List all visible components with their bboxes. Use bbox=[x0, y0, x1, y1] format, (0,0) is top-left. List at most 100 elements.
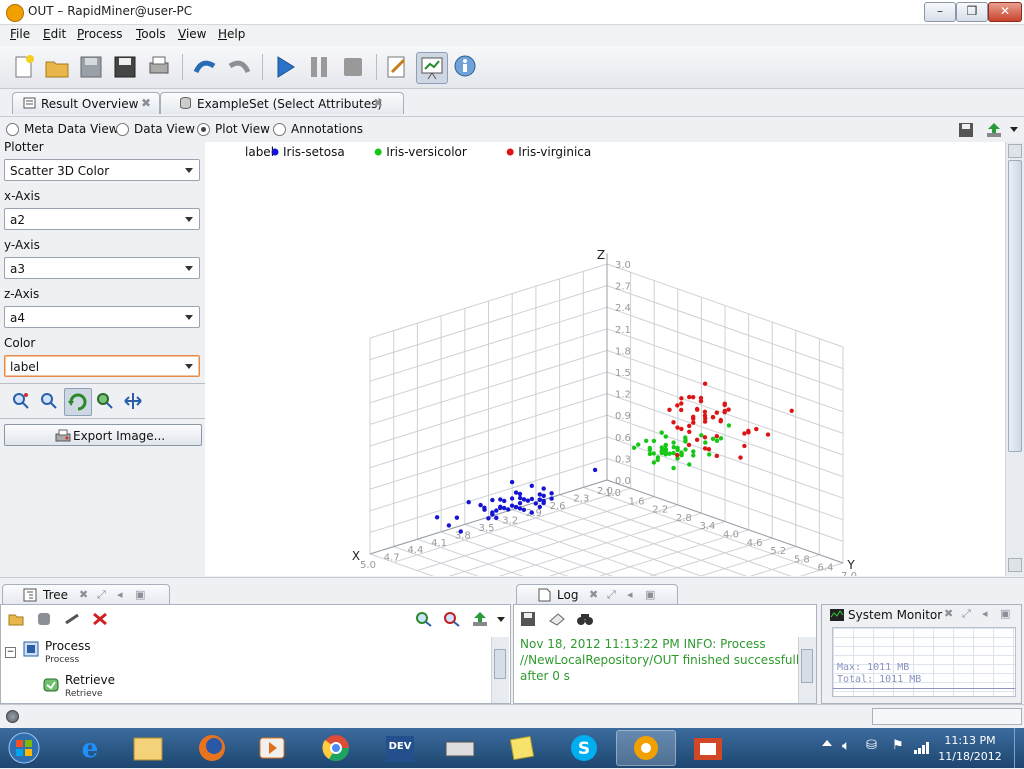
maximize-icon[interactable]: ▣ bbox=[645, 588, 656, 601]
z-axis-select[interactable]: a4 bbox=[4, 306, 200, 328]
sticky-notes-icon[interactable] bbox=[494, 730, 550, 766]
close-icon[interactable]: ✖ bbox=[589, 588, 599, 601]
save-as-icon[interactable] bbox=[110, 52, 140, 82]
run-icon[interactable] bbox=[270, 52, 300, 82]
media-player-icon[interactable] bbox=[244, 730, 300, 766]
clear-log-icon[interactable] bbox=[548, 611, 566, 627]
reset-view-icon[interactable] bbox=[122, 390, 144, 412]
zoom-in-selection-icon[interactable] bbox=[10, 390, 32, 412]
export-icon[interactable] bbox=[471, 611, 489, 627]
tab-exampleset[interactable]: ExampleSet (Select Attributes) ✖ bbox=[160, 92, 404, 114]
plot-area[interactable]: 0.0 0.3 0.6 0.9 1.2 1.5 1.8 2.1 2.4 2.7 3.0 2.0 2.3 2… bbox=[205, 142, 1005, 638]
log-scrollbar[interactable] bbox=[798, 637, 816, 703]
power-icon[interactable]: ⚑ bbox=[892, 738, 904, 753]
menu-process[interactable]: Process bbox=[77, 27, 123, 41]
export-image-button[interactable]: Export Image... bbox=[4, 424, 202, 446]
x-axis-select[interactable]: a2 bbox=[4, 208, 200, 230]
save-icon[interactable] bbox=[76, 52, 106, 82]
export-result-icon[interactable] bbox=[985, 121, 1003, 139]
scatter-3d-chart[interactable]: 0.0 0.3 0.6 0.9 1.2 1.5 1.8 2.1 2.4 2.7 3.0 2.0 2.3 2… bbox=[205, 142, 1005, 638]
delete-icon[interactable] bbox=[91, 611, 109, 627]
y-axis-select[interactable]: a3 bbox=[4, 257, 200, 279]
close-icon[interactable]: ✖ bbox=[79, 588, 89, 601]
tab-log[interactable]: Log ✖ ⤢ ◂ ▣ bbox=[516, 584, 678, 605]
open-icon[interactable] bbox=[42, 52, 72, 82]
zoom-out-icon[interactable] bbox=[443, 611, 461, 627]
minimize-button[interactable]: – bbox=[924, 2, 956, 22]
new-process-icon[interactable] bbox=[8, 52, 38, 82]
tab-close-icon[interactable]: ✖ bbox=[373, 96, 384, 110]
dev-cpp-icon[interactable]: DEV bbox=[372, 730, 428, 766]
file-explorer-icon[interactable] bbox=[120, 730, 176, 766]
color-select[interactable]: label bbox=[4, 355, 200, 377]
rapidminer-taskbar-icon[interactable] bbox=[616, 730, 676, 766]
search-log-icon[interactable] bbox=[576, 611, 594, 627]
maximize-icon[interactable]: ▣ bbox=[135, 588, 146, 601]
scrollbar-thumb[interactable] bbox=[494, 649, 506, 679]
new-folder-icon[interactable] bbox=[7, 611, 25, 627]
save-log-icon[interactable] bbox=[520, 611, 536, 627]
tab-result-overview[interactable]: Result Overview ✖ bbox=[12, 92, 160, 114]
menu-edit[interactable]: Edit bbox=[43, 27, 67, 41]
redo-icon[interactable] bbox=[224, 52, 254, 82]
minimize-icon[interactable]: ◂ bbox=[982, 607, 988, 620]
result-perspective-icon[interactable] bbox=[416, 52, 448, 84]
save-result-icon[interactable] bbox=[957, 121, 975, 139]
volume-icon[interactable]: 🔈︎ bbox=[842, 738, 851, 754]
chevron-down-icon[interactable] bbox=[497, 617, 505, 622]
skype-icon[interactable]: S bbox=[556, 730, 612, 766]
stop-icon[interactable] bbox=[338, 52, 368, 82]
design-perspective-icon[interactable] bbox=[382, 52, 412, 82]
show-hidden-icons-icon[interactable] bbox=[822, 740, 832, 746]
chrome-icon[interactable] bbox=[308, 730, 364, 766]
minimize-icon[interactable]: ◂ bbox=[627, 588, 633, 601]
menu-view[interactable]: View bbox=[178, 27, 207, 41]
rotate-icon[interactable] bbox=[64, 388, 92, 416]
collapse-icon[interactable]: − bbox=[5, 647, 16, 658]
database-gray-icon[interactable] bbox=[35, 611, 53, 627]
detach-icon[interactable]: ⤢ bbox=[97, 588, 106, 601]
annotations-radio[interactable] bbox=[273, 123, 286, 136]
menu-file[interactable]: File bbox=[10, 27, 31, 41]
close-button[interactable]: ✕ bbox=[988, 2, 1022, 22]
data-view-radio[interactable] bbox=[116, 123, 129, 136]
menu-help[interactable]: Help bbox=[218, 27, 246, 41]
tab-close-icon[interactable]: ✖ bbox=[141, 96, 152, 110]
tree-item-retrieve[interactable]: Retrieve bbox=[65, 673, 116, 687]
welcome-info-icon[interactable] bbox=[450, 52, 480, 82]
clock-time[interactable]: 11:13 PM bbox=[944, 734, 996, 747]
tree-scrollbar[interactable] bbox=[491, 637, 509, 703]
scrollbar-thumb[interactable] bbox=[801, 649, 813, 683]
chevron-down-icon[interactable] bbox=[1010, 127, 1018, 132]
zoom-in-icon[interactable] bbox=[415, 611, 433, 627]
meta-data-view-radio[interactable] bbox=[6, 123, 19, 136]
scroll-up-icon[interactable] bbox=[1008, 144, 1022, 158]
presentation-app-icon[interactable] bbox=[680, 730, 736, 766]
show-desktop-button[interactable] bbox=[1014, 728, 1024, 768]
tree-item-process[interactable]: Process bbox=[45, 639, 91, 653]
plot-view-radio[interactable] bbox=[197, 123, 210, 136]
pan-icon[interactable] bbox=[94, 390, 116, 412]
minimize-icon[interactable]: ◂ bbox=[117, 588, 123, 601]
tab-tree[interactable]: Tree ✖ ⤢ ◂ ▣ bbox=[2, 584, 170, 605]
keyboard-app-icon[interactable] bbox=[432, 730, 488, 766]
operator-icon[interactable] bbox=[63, 611, 81, 627]
internet-explorer-icon[interactable]: e bbox=[62, 730, 118, 766]
menu-tools[interactable]: Tools bbox=[136, 27, 166, 41]
detach-icon[interactable]: ⤢ bbox=[607, 588, 616, 601]
plot-vertical-scrollbar[interactable] bbox=[1005, 142, 1024, 576]
scroll-down-icon[interactable] bbox=[1008, 558, 1022, 572]
network-icon[interactable]: ⛁ bbox=[866, 738, 877, 753]
maximize-icon[interactable]: ▣ bbox=[1000, 607, 1011, 620]
scrollbar-thumb[interactable] bbox=[1008, 160, 1022, 452]
maximize-button[interactable]: ❒ bbox=[956, 2, 988, 22]
detach-icon[interactable]: ⤢ bbox=[962, 607, 971, 620]
start-button[interactable] bbox=[4, 730, 44, 766]
plotter-select[interactable]: Scatter 3D Color bbox=[4, 159, 200, 181]
print-icon[interactable] bbox=[144, 52, 174, 82]
firefox-icon[interactable] bbox=[184, 730, 240, 766]
signal-icon[interactable] bbox=[914, 742, 930, 754]
pause-icon[interactable] bbox=[304, 52, 334, 82]
zoom-icon[interactable] bbox=[38, 390, 60, 412]
undo-icon[interactable] bbox=[190, 52, 220, 82]
